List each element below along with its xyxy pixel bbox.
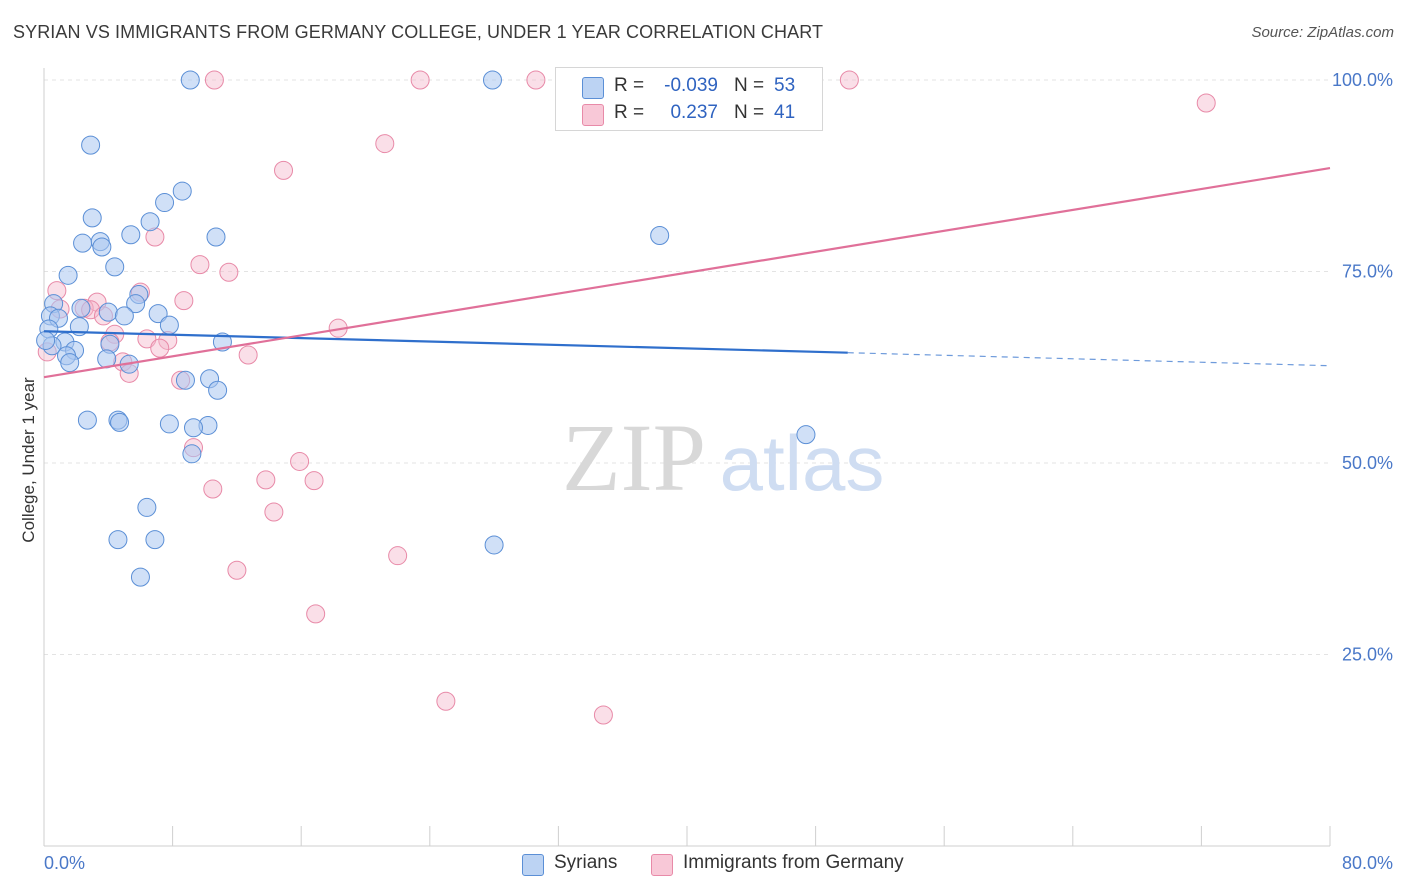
- germany-point: [274, 160, 294, 180]
- y-tick-label: 50.0%: [1342, 453, 1393, 473]
- legend-n-value: 53: [774, 75, 796, 96]
- syrians-point: [140, 212, 160, 232]
- legend-n-label: N =: [734, 75, 765, 96]
- x-tick-labels: 0.0% 80.0%: [44, 853, 1393, 873]
- syrians-point: [208, 380, 228, 400]
- syrians-point: [172, 181, 192, 201]
- germany-trend-line: [43, 167, 1331, 379]
- syrians-point: [145, 530, 165, 550]
- syrians-point: [159, 414, 179, 434]
- germany-point: [219, 262, 239, 282]
- germany-point: [593, 705, 613, 725]
- germany-point: [388, 546, 408, 566]
- y-tick-labels: 25.0% 50.0% 75.0% 100.0%: [1332, 70, 1393, 665]
- germany-point: [264, 502, 284, 522]
- syrians-point: [126, 294, 146, 314]
- germany-point: [306, 604, 326, 624]
- syrians-point: [175, 370, 195, 390]
- syrians-point: [58, 265, 78, 285]
- syrians-point: [148, 304, 168, 324]
- syrians-point: [73, 233, 93, 253]
- syrians-point: [159, 315, 179, 335]
- axes: [43, 68, 1331, 847]
- series-syrians-points: [36, 70, 816, 587]
- syrians-trend-line: [43, 330, 848, 354]
- y-tick-label: 100.0%: [1332, 70, 1393, 90]
- syrians-point: [114, 306, 134, 326]
- syrians-point: [71, 298, 91, 318]
- legend-n-label: N =: [734, 102, 765, 123]
- legend-r-value: 0.237: [670, 102, 718, 123]
- syrians-legend-label: Syrians: [554, 852, 618, 873]
- syrians-point: [108, 530, 128, 550]
- legend-row-germany: R = 0.237 N = 41: [556, 99, 822, 129]
- germany-point: [256, 470, 276, 490]
- germany-point: [436, 691, 456, 711]
- germany-point: [290, 451, 310, 471]
- germany-legend-swatch: [651, 854, 673, 876]
- x-tick-label: 80.0%: [1342, 853, 1393, 873]
- germany-point: [204, 70, 224, 90]
- source-label: Source: ZipAtlas.com: [1251, 24, 1394, 41]
- germany-point: [375, 134, 395, 154]
- germany-swatch: [582, 104, 604, 126]
- syrians-point: [60, 353, 80, 373]
- y-axis-label: College, Under 1 year: [19, 377, 38, 543]
- y-tick-label: 25.0%: [1342, 645, 1393, 665]
- germany-legend-label: Immigrants from Germany: [683, 852, 904, 873]
- syrians-trend-extension: [847, 352, 1331, 367]
- watermark-zip: ZIP: [562, 404, 706, 511]
- syrians-point: [155, 193, 175, 213]
- syrians-point: [98, 302, 118, 322]
- syrians-point: [130, 567, 150, 587]
- y-tick-label: 75.0%: [1342, 262, 1393, 282]
- correlation-legend: R = -0.039 N = 53 R = 0.237 N = 41: [555, 67, 823, 131]
- germany-point: [227, 560, 247, 580]
- syrians-point: [482, 70, 502, 90]
- germany-point: [174, 291, 194, 311]
- syrians-point: [92, 237, 112, 257]
- syrians-point: [77, 410, 97, 430]
- syrians-point: [484, 535, 504, 555]
- syrians-point: [121, 225, 141, 245]
- germany-point: [839, 70, 859, 90]
- germany-point: [410, 70, 430, 90]
- syrians-point: [183, 418, 203, 438]
- syrians-point: [206, 227, 226, 247]
- watermark: ZIP atlas: [562, 404, 884, 511]
- syrians-point: [137, 497, 157, 517]
- syrians-swatch: [582, 77, 604, 99]
- germany-point: [304, 471, 324, 491]
- germany-point: [1196, 93, 1216, 113]
- syrians-point: [81, 135, 101, 155]
- syrians-point: [796, 425, 816, 445]
- legend-n-value: 41: [774, 102, 796, 123]
- germany-point: [238, 345, 258, 365]
- germany-point: [526, 70, 546, 90]
- x-tick-label: 0.0%: [44, 853, 85, 873]
- legend-r-label: R =: [614, 75, 645, 96]
- germany-point: [190, 255, 210, 275]
- germany-point: [203, 479, 223, 499]
- syrians-point: [650, 225, 670, 245]
- syrians-point: [182, 444, 202, 464]
- legend-row-syrians: R = -0.039 N = 53: [556, 72, 822, 102]
- legend-r-label: R =: [614, 102, 645, 123]
- syrians-point: [36, 330, 56, 350]
- syrians-point: [82, 208, 102, 228]
- syrians-point: [180, 70, 200, 90]
- germany-point: [150, 338, 170, 358]
- series-legend: Syrians Immigrants from Germany: [0, 852, 1406, 880]
- syrians-legend-swatch: [522, 854, 544, 876]
- trend-lines: [43, 167, 1331, 379]
- chart-title: SYRIAN VS IMMIGRANTS FROM GERMANY COLLEG…: [13, 22, 824, 42]
- legend-r-value: -0.039: [664, 75, 718, 96]
- syrians-point: [110, 412, 130, 432]
- syrians-point: [105, 257, 125, 277]
